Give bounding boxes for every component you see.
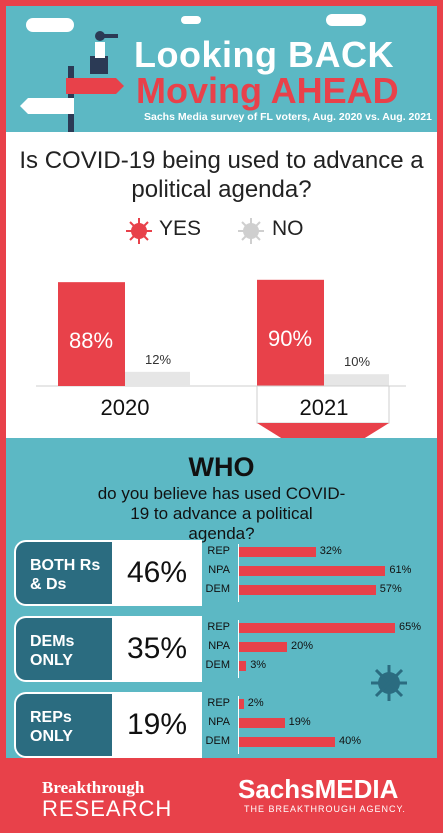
bar-value-rep: 65% (399, 621, 422, 633)
group-label: REPs ONLY (14, 692, 112, 758)
bar-value-rep: 2% (247, 697, 264, 709)
question-section: Is COVID-19 being used to advance a poli… (6, 132, 437, 438)
bar-yes-2020 (58, 282, 125, 386)
yes-no-bar-chart: 88% 12% 2020 90% 10% 2021 (36, 279, 406, 438)
party-label-rep: REP (207, 545, 230, 557)
cloud-icon (181, 16, 201, 24)
bar-rep (239, 699, 244, 709)
group-2: DEMs ONLY 35% REP 65% NPA 20% DEM 3% (14, 616, 429, 682)
party-label-npa: NPA (208, 640, 230, 652)
header-banner: Looking BACK Moving AHEAD Sachs Media su… (6, 6, 437, 132)
virus-icon-no (238, 218, 264, 244)
group-total: 35% (112, 616, 202, 682)
virus-icon-yes (126, 218, 152, 244)
category-label-2020: 2020 (101, 395, 150, 420)
cloud-icon (326, 14, 366, 26)
footer: Breakthrough RESEARCH SachsMEDIA THE BRE… (0, 758, 443, 833)
bar-value-rep: 32% (319, 545, 342, 557)
virus-icon (371, 665, 407, 701)
breakthrough-logo-line2: RESEARCH (42, 796, 173, 821)
axis-line (238, 544, 239, 602)
party-label-npa: NPA (208, 564, 230, 576)
bar-label-no-2020: 12% (145, 352, 171, 367)
bar-npa (239, 642, 287, 652)
arrow-down-icon (257, 423, 389, 438)
group-label: BOTH Rs & Ds (14, 540, 112, 606)
party-label-rep: REP (207, 697, 230, 709)
group-label: DEMs ONLY (14, 616, 112, 682)
survey-subtitle: Sachs Media survey of FL voters, Aug. 20… (144, 111, 432, 123)
bar-dem (239, 585, 376, 595)
infographic: Looking BACK Moving AHEAD Sachs Media su… (6, 6, 437, 758)
bar-rep (239, 547, 316, 557)
bar-no-2021 (324, 374, 389, 386)
bar-value-dem: 40% (339, 735, 362, 747)
bar-yes-2021 (257, 279, 324, 386)
who-subtitle: do you believe has used COVID-19 to adva… (97, 484, 346, 543)
signpost-icon (20, 31, 124, 132)
bar-value-npa: 61% (389, 564, 412, 576)
party-label-dem: DEM (205, 659, 230, 671)
bar-label-no-2021: 10% (344, 354, 370, 369)
sachs-media-logo: SachsMEDIA (238, 774, 399, 804)
legend-no: NO (272, 217, 304, 240)
axis-line (238, 620, 239, 678)
party-label-rep: REP (207, 621, 230, 633)
axis-line (238, 696, 239, 754)
group-total: 19% (112, 692, 202, 758)
legend-yes: YES (159, 217, 202, 240)
group-total: 46% (112, 540, 202, 606)
bar-value-dem: 3% (250, 659, 267, 671)
title-line2: Moving AHEAD (136, 70, 399, 111)
bar-label-yes-2020: 88% (69, 328, 113, 353)
bar-dem (239, 661, 247, 671)
bar-dem (239, 737, 335, 747)
sachs-media-tagline: THE BREAKTHROUGH AGENCY. (244, 804, 406, 814)
group-3: REPs ONLY 19% REP 2% NPA 19% DEM 40% (14, 692, 429, 758)
party-label-dem: DEM (205, 735, 230, 747)
group-1: BOTH Rs & Ds 46% REP 32% NPA 61% DEM 57% (14, 540, 429, 606)
bar-npa (239, 718, 285, 728)
question-text: Is COVID-19 being used to advance a poli… (19, 147, 424, 203)
bar-no-2020 (125, 371, 190, 386)
party-label-dem: DEM (205, 583, 230, 595)
title-line1: Looking BACK (134, 34, 394, 75)
who-title: WHO (188, 452, 255, 482)
cloud-icon (26, 18, 74, 32)
bar-value-npa: 19% (288, 716, 311, 728)
breakthrough-logo-line1: Breakthrough (42, 778, 145, 797)
bar-value-npa: 20% (291, 640, 314, 652)
category-label-2021: 2021 (300, 395, 349, 420)
party-label-npa: NPA (208, 716, 230, 728)
bar-label-yes-2021: 90% (268, 326, 312, 351)
bar-rep (239, 623, 395, 633)
bar-value-dem: 57% (379, 583, 402, 595)
who-section: WHO do you believe has used COVID-19 to … (6, 438, 437, 758)
bar-npa (239, 566, 386, 576)
